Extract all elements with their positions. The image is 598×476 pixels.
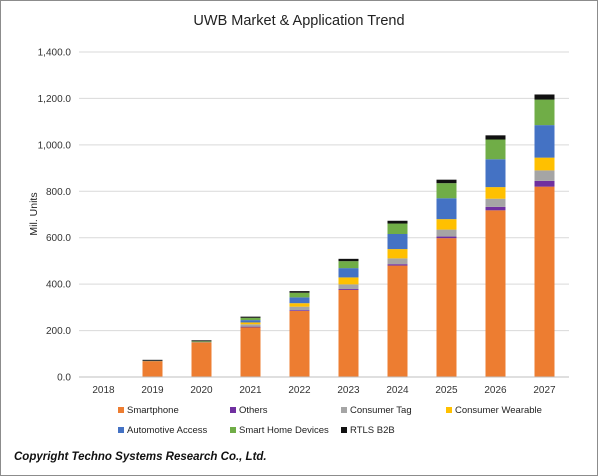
legend-swatch — [230, 427, 236, 433]
legend-label: Consumer Wearable — [455, 405, 542, 416]
x-tick-label: 2022 — [288, 385, 311, 396]
bar-segment — [485, 135, 506, 140]
bar-segment — [534, 99, 555, 126]
legend: Smartphone Others Consumer Tag Consumer Wea… — [118, 405, 542, 436]
bar-segment — [534, 125, 555, 158]
y-tick-label: 200.0 — [46, 326, 71, 337]
axes: 0.0 200.0 400.0 600.0 800.0 1,000.0 1,200.0 1,4… — [38, 48, 569, 396]
y-tick-label: 600.0 — [46, 233, 71, 244]
bar-segment — [387, 249, 408, 259]
legend-swatch — [341, 427, 347, 433]
bar-segment — [240, 320, 261, 323]
bar-segment — [387, 220, 408, 224]
y-axis-label: Mil. Units — [28, 192, 40, 235]
bar-segment — [191, 340, 212, 342]
bar-segment — [436, 219, 457, 230]
y-tick-label: 1,200.0 — [38, 94, 72, 105]
legend-label: Smart Home Devices — [239, 425, 329, 436]
bar-segment — [387, 234, 408, 250]
bar-segment — [436, 183, 457, 199]
bar-segment — [436, 179, 457, 184]
bar-segment — [387, 265, 408, 377]
legend-label: Others — [239, 405, 268, 416]
bar-segment — [191, 342, 212, 377]
y-tick-label: 1,400.0 — [38, 48, 72, 59]
bar-segment — [338, 289, 359, 377]
bar-segment — [338, 277, 359, 285]
bar-segment — [338, 284, 359, 290]
bar-segment — [485, 187, 506, 199]
bar-segment — [289, 303, 310, 307]
bar-segment — [436, 238, 457, 377]
bar-segment — [534, 157, 555, 171]
bar-segment — [387, 258, 408, 265]
legend-swatch — [446, 407, 452, 413]
x-tick-label: 2026 — [484, 385, 507, 396]
x-tick-label: 2027 — [533, 385, 556, 396]
bars — [93, 94, 555, 378]
bar-segment — [240, 327, 261, 377]
bar-segment — [142, 360, 163, 377]
bar-segment — [240, 322, 261, 325]
bar-segment — [338, 289, 359, 290]
bar-segment — [289, 292, 310, 298]
x-tick-label: 2021 — [239, 385, 262, 396]
bar-segment — [485, 210, 506, 377]
x-tick-label: 2023 — [337, 385, 360, 396]
y-tick-label: 1,000.0 — [38, 140, 72, 151]
legend-swatch — [118, 407, 124, 413]
bar-segment — [240, 324, 261, 327]
bar-segment — [338, 268, 359, 278]
bar-segment — [240, 316, 261, 318]
y-tick-label: 800.0 — [46, 187, 71, 198]
legend-label: Consumer Tag — [350, 405, 412, 416]
bar-segment — [534, 180, 555, 187]
x-tick-label: 2020 — [190, 385, 213, 396]
legend-swatch — [230, 407, 236, 413]
bar-segment — [436, 229, 457, 237]
bar-segment — [191, 341, 212, 343]
bar-segment — [485, 139, 506, 160]
copyright-notice: Copyright Techno Systems Research Co., L… — [14, 451, 267, 463]
y-tick-label: 400.0 — [46, 280, 71, 291]
y-tick-label: 0.0 — [57, 373, 71, 384]
x-tick-label: 2019 — [141, 385, 164, 396]
chart-title: UWB Market & Application Trend — [193, 13, 404, 29]
bar-segment — [534, 94, 555, 100]
bar-segment — [485, 198, 506, 207]
legend-label: RTLS B2B — [350, 425, 395, 436]
bar-segment — [338, 258, 359, 262]
legend-label: Smartphone — [127, 405, 179, 416]
bar-segment — [534, 170, 555, 181]
bar-segment — [289, 310, 310, 311]
gridlines — [79, 51, 569, 332]
bar-segment — [387, 264, 408, 266]
bar-segment — [534, 186, 555, 377]
x-tick-label: 2024 — [386, 385, 409, 396]
bar-segment — [289, 310, 310, 377]
bar-segment — [142, 359, 163, 361]
bar-segment — [338, 261, 359, 269]
legend-swatch — [341, 407, 347, 413]
bar-segment — [436, 198, 457, 220]
bar-segment — [485, 206, 506, 211]
bar-segment — [387, 223, 408, 234]
x-tick-label: 2025 — [435, 385, 458, 396]
bar-segment — [289, 306, 310, 311]
legend-label: Automotive Access — [127, 425, 208, 436]
bar-segment — [240, 326, 261, 328]
bar-segment — [240, 317, 261, 321]
bar-segment — [289, 297, 310, 304]
bar-segment — [289, 291, 310, 293]
x-tick-label: 2018 — [92, 385, 115, 396]
bar-segment — [485, 159, 506, 188]
legend-swatch — [118, 427, 124, 433]
bar-segment — [191, 340, 212, 342]
bar-segment — [436, 236, 457, 239]
